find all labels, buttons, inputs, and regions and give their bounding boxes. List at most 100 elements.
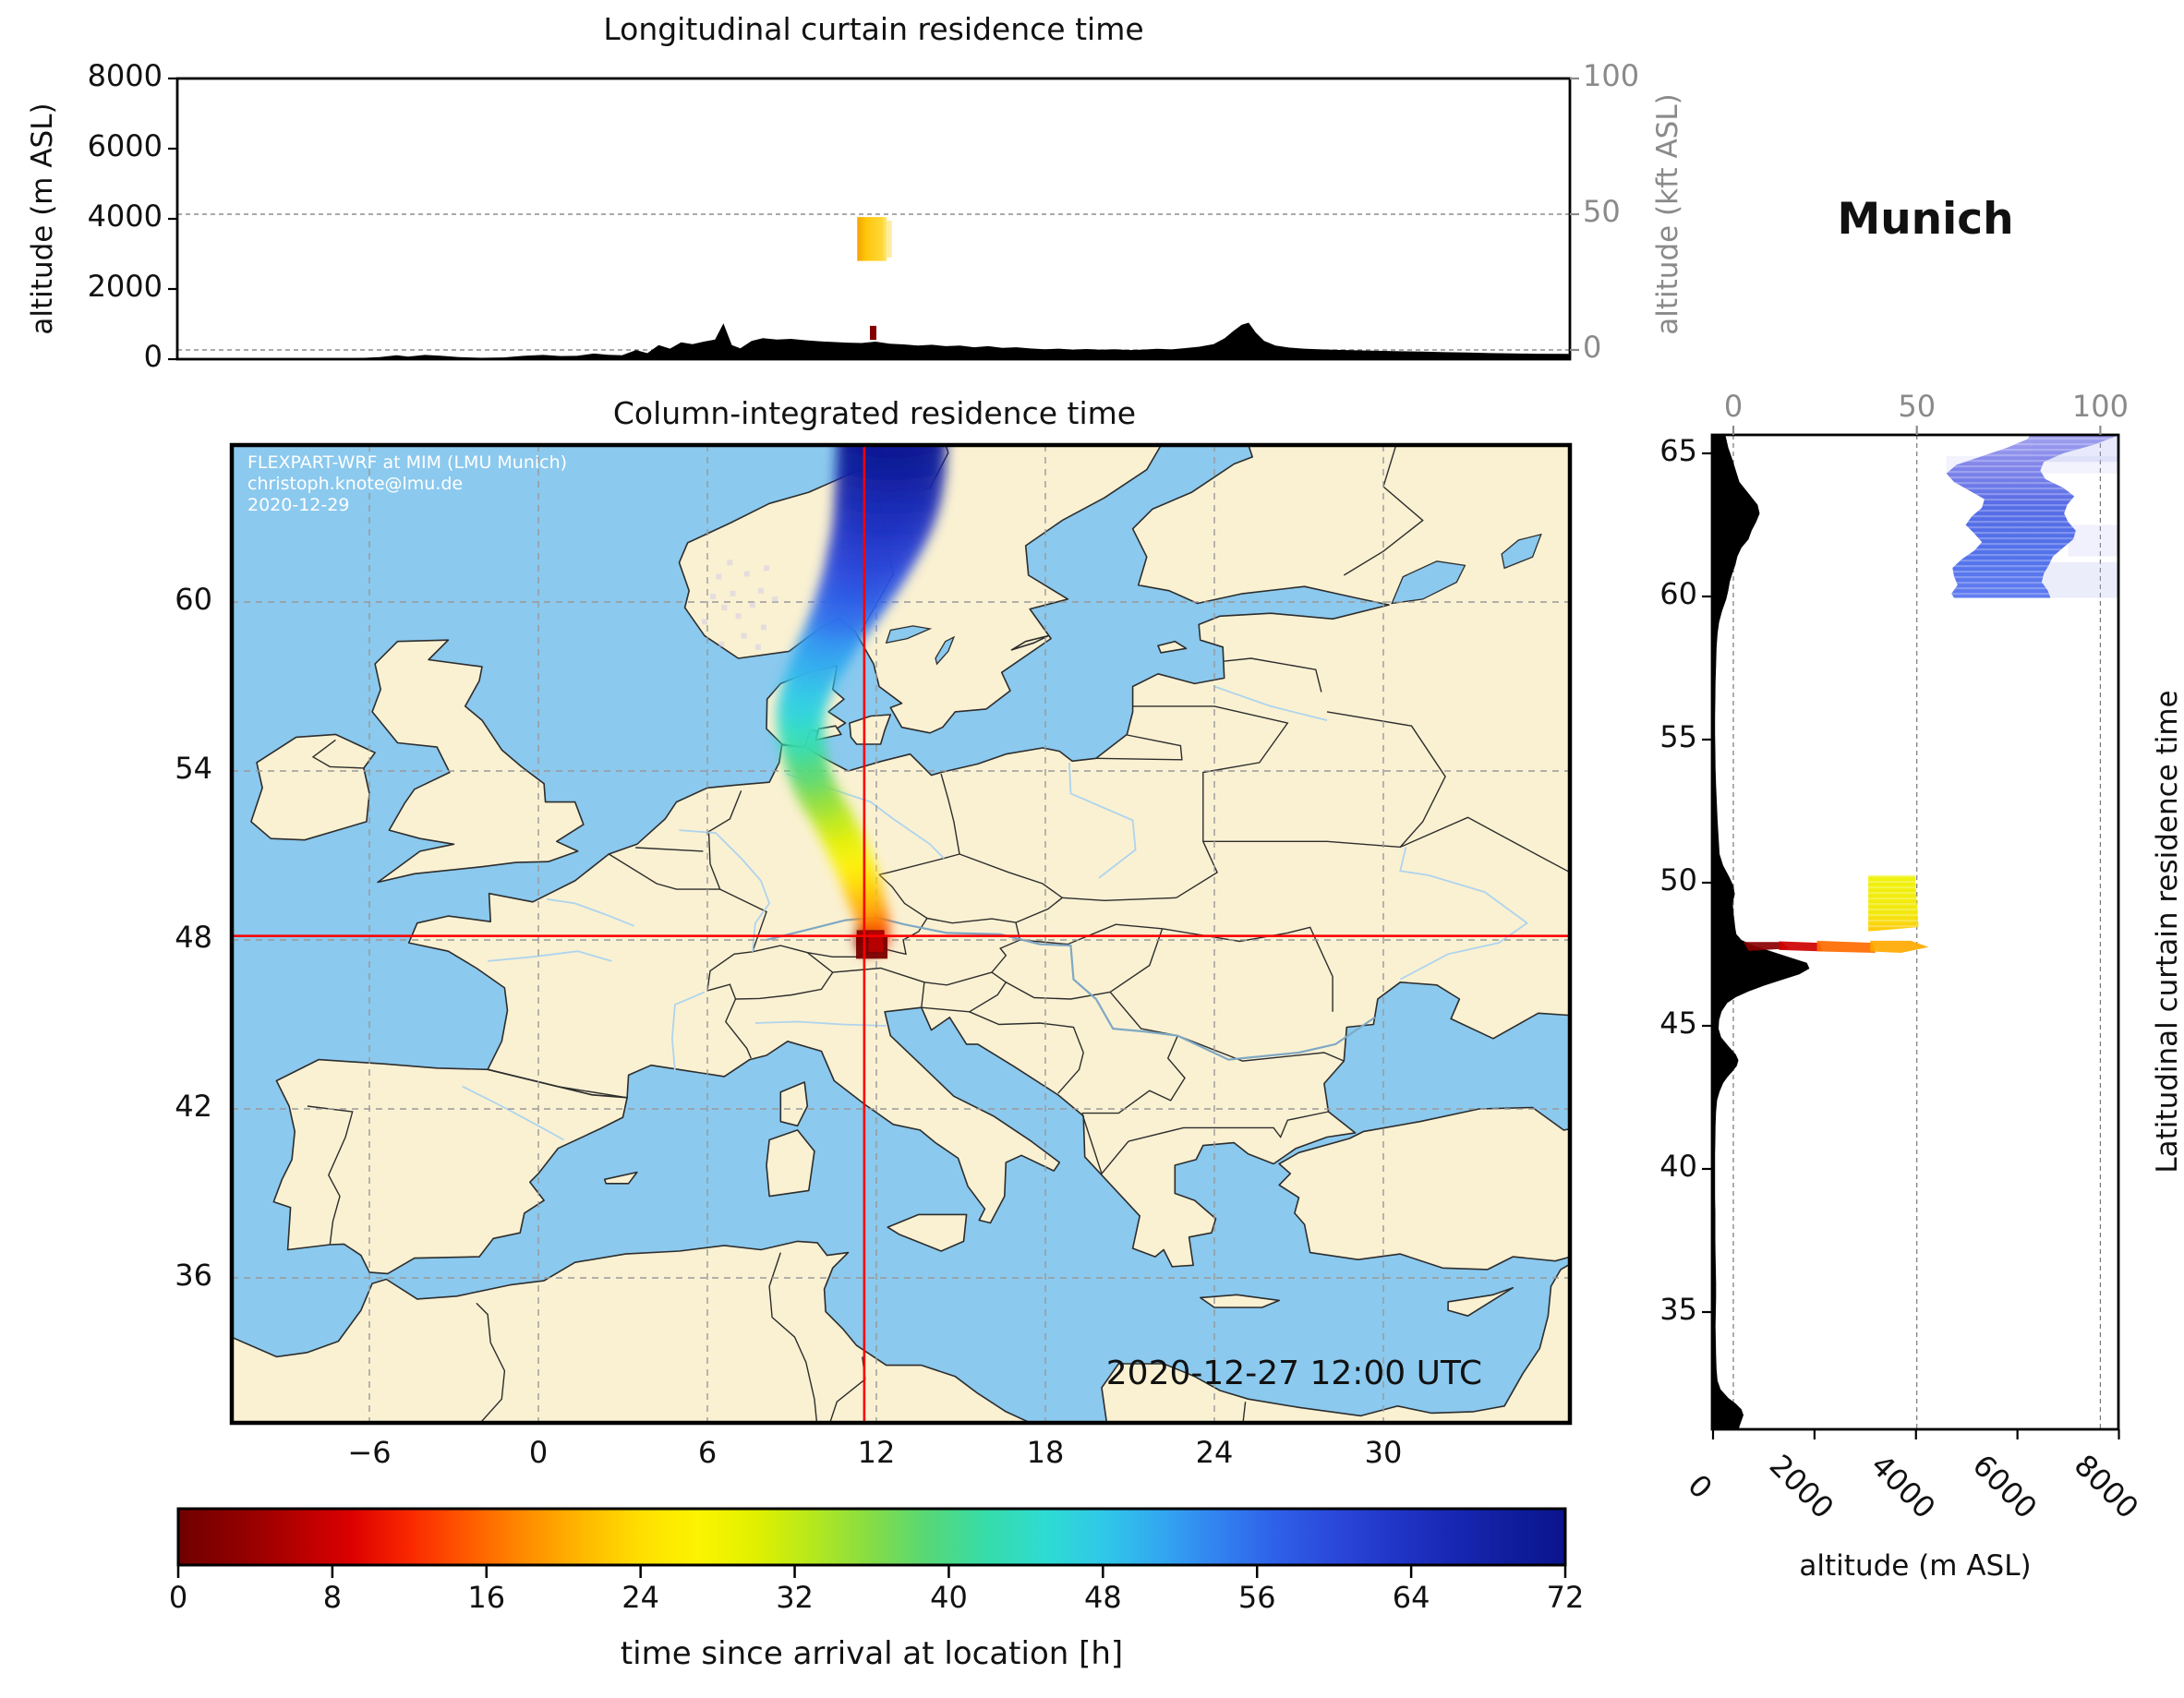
- landmass: [250, 733, 376, 841]
- residence-cell: [887, 220, 892, 258]
- map-ytick: 36: [175, 1258, 212, 1293]
- top-panel-ytick: 0: [143, 339, 163, 374]
- country-border: [476, 1302, 506, 1423]
- country-border: [1081, 1035, 1186, 1114]
- island: [603, 1171, 638, 1185]
- country-border: [926, 917, 1017, 924]
- island: [1200, 1294, 1280, 1308]
- country-border: [1095, 734, 1183, 761]
- country-border: [1202, 711, 1446, 849]
- terrain-profile-longitude: [176, 322, 1571, 359]
- country-border: [1400, 816, 1570, 873]
- residence-speckle: [718, 641, 725, 647]
- island: [1010, 634, 1049, 651]
- top-panel-ylabel-right: altitude (kft ASL): [1651, 93, 1684, 335]
- country-border: [635, 847, 704, 852]
- colorbar-tick: 40: [930, 1580, 968, 1615]
- country-border: [1224, 657, 1322, 692]
- country-border: [1162, 926, 1333, 1012]
- river: [547, 897, 635, 927]
- river: [1213, 685, 1328, 721]
- country-border: [1081, 1113, 1129, 1175]
- lake: [935, 635, 956, 666]
- blue-plume-halo: [2043, 561, 2118, 598]
- country-border: [1109, 991, 1345, 1062]
- right-panel-ytick: 55: [1659, 719, 1697, 754]
- island: [1447, 1286, 1514, 1317]
- country-border: [1128, 1111, 1329, 1142]
- country-border: [307, 1105, 354, 1246]
- landmass: [1278, 1106, 1570, 1270]
- right-panel-ytick: 65: [1659, 433, 1697, 468]
- map-ytick: 42: [175, 1089, 212, 1124]
- residence-speckle: [716, 573, 722, 580]
- top-panel-kft-tick: 0: [1583, 330, 1602, 365]
- residence-speckle: [757, 587, 764, 594]
- residence-speckle: [721, 605, 728, 611]
- location-title: Munich: [1837, 194, 2014, 245]
- island: [766, 1129, 815, 1198]
- longitudinal-curtain-plot: [168, 77, 1579, 361]
- country-border: [969, 1011, 1084, 1094]
- map-xtick: 6: [697, 1435, 718, 1470]
- map-panel: [232, 445, 1570, 1423]
- country-border: [807, 918, 928, 958]
- map-xtick: 0: [528, 1435, 549, 1470]
- colorbar-tick: 32: [776, 1580, 814, 1615]
- map-attribution-line-3: 2020-12-29: [247, 495, 350, 515]
- residence-speckle: [727, 560, 733, 566]
- river: [670, 991, 706, 1071]
- map-xtick: −6: [347, 1435, 392, 1470]
- map-ytick: 54: [175, 751, 212, 786]
- right-panel-kft-tick: 0: [1723, 389, 1744, 424]
- map-attribution-line-1: FLEXPART-WRF at MIM (LMU Munich): [247, 452, 568, 473]
- country-border: [1062, 897, 1176, 902]
- country-border: [707, 790, 767, 953]
- colorbar-tick: 0: [168, 1580, 188, 1615]
- landmass: [371, 639, 585, 884]
- colorbar-tick: 56: [1237, 1580, 1276, 1615]
- country-border: [1005, 981, 1111, 1000]
- country-border: [959, 853, 1063, 898]
- river: [1068, 762, 1137, 879]
- residence-speckle: [749, 602, 755, 608]
- colorbar-tick: 48: [1083, 1580, 1122, 1615]
- landmass: [232, 1240, 1032, 1423]
- map-attribution-line-2: christoph.knote@lmu.de: [247, 474, 464, 494]
- country-border: [608, 853, 720, 890]
- surface-streak: [1779, 941, 1823, 952]
- residence-speckle: [735, 613, 742, 620]
- right-panel-xlabel: altitude (m ASL): [1799, 1549, 2032, 1583]
- right-panel-ytick: 45: [1659, 1006, 1697, 1041]
- country-border: [1132, 705, 1289, 898]
- colorbar-tick: 72: [1546, 1580, 1585, 1615]
- residence-speckle: [764, 565, 770, 572]
- country-border: [940, 773, 960, 855]
- country-border: [832, 967, 925, 1008]
- colorbar-tick: 16: [467, 1580, 506, 1615]
- right-panel-ytick: 40: [1659, 1149, 1697, 1184]
- landmass: [272, 1058, 628, 1275]
- residence-speckle: [754, 644, 761, 650]
- residence-speckle: [710, 593, 717, 599]
- surface-streak: [1870, 940, 1929, 953]
- right-panel-kft-tick: 100: [2071, 389, 2129, 424]
- residence-cell: [857, 217, 887, 261]
- blue-plume-halo: [2068, 524, 2118, 557]
- latitudinal-curtain-plot: [1713, 435, 2118, 1429]
- country-border: [1015, 897, 1063, 923]
- colorbar-label: time since arrival at location [h]: [620, 1635, 1124, 1672]
- river: [679, 829, 771, 952]
- colorbar-tick: 24: [621, 1580, 660, 1615]
- map-plume-core: [856, 930, 888, 959]
- map-frame: [229, 442, 1573, 1426]
- river: [488, 950, 612, 962]
- country-border: [1109, 928, 1164, 993]
- island: [887, 1213, 968, 1252]
- top-panel-ylabel-left: altitude (m ASL): [26, 102, 59, 335]
- top-panel-ytick: 6000: [87, 128, 163, 163]
- map-plume: [775, 445, 948, 956]
- map-ytick: 48: [175, 920, 212, 955]
- lake: [1501, 533, 1542, 570]
